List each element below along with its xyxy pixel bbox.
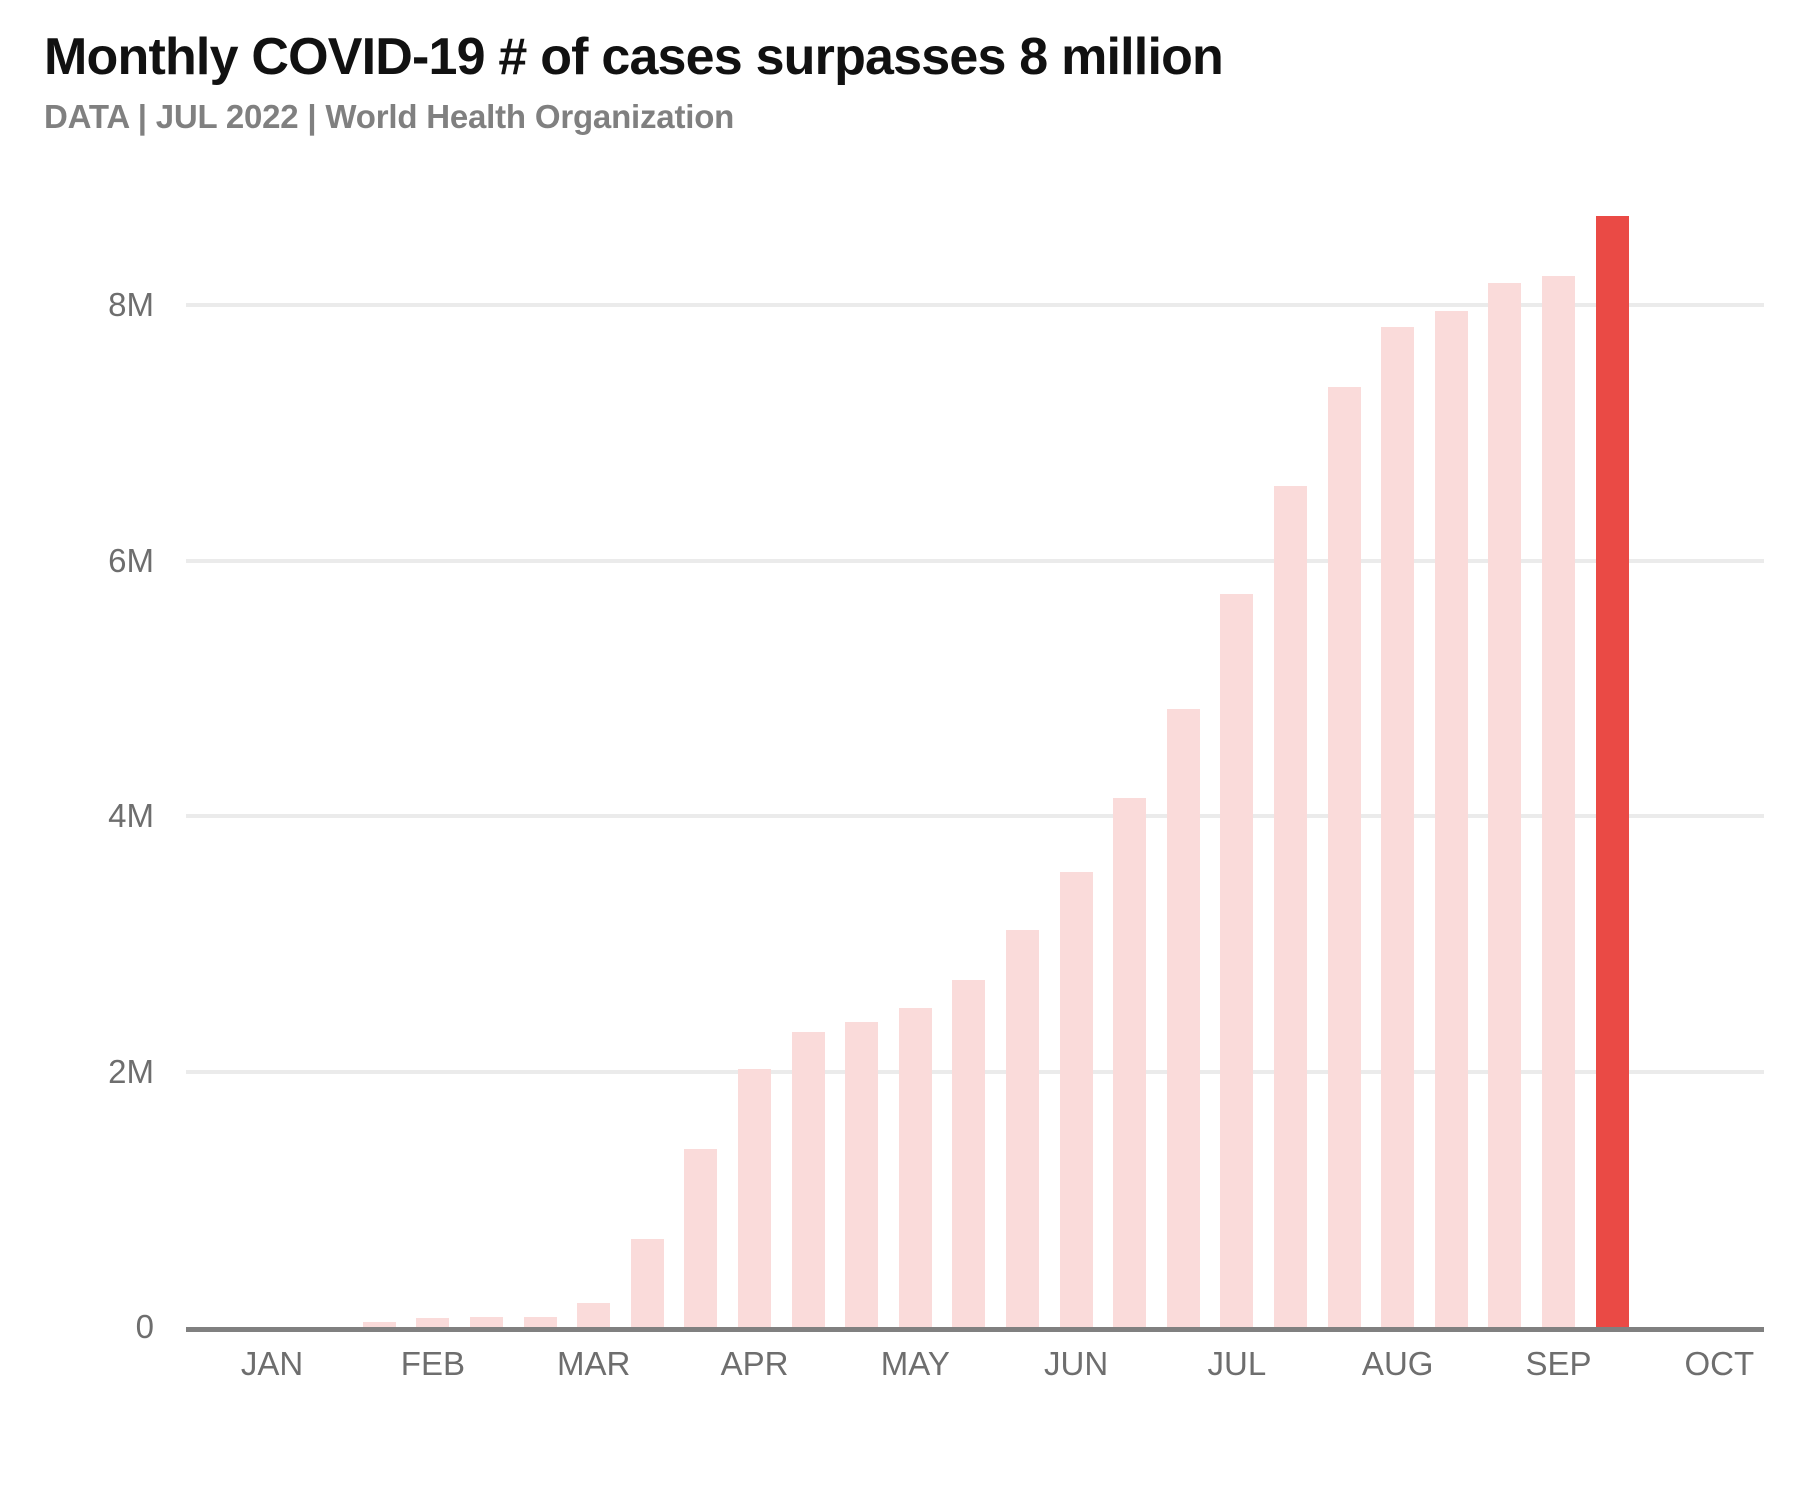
bar[interactable] [1327,386,1361,1327]
bar[interactable] [1274,486,1307,1327]
gridline [186,558,1764,563]
bar[interactable] [1381,326,1415,1327]
bar[interactable] [1220,593,1254,1327]
bar[interactable] [1542,275,1575,1327]
bar[interactable] [630,1238,664,1327]
bar[interactable] [1166,708,1200,1327]
chart-subtitle: DATA | JUL 2022 | World Health Organizat… [44,98,735,136]
x-axis-tick-label: AUG [1361,1345,1434,1382]
bar[interactable] [1059,872,1093,1327]
x-axis-tick-label: SEP [1525,1345,1592,1382]
chart-header: Monthly COVID-19 # of cases surpasses 8 … [44,28,1744,136]
bar[interactable] [684,1149,718,1327]
bar[interactable] [738,1068,771,1327]
bar[interactable] [952,979,986,1327]
bar[interactable] [1006,929,1039,1327]
x-axis-tick-label: MAR [557,1345,631,1382]
gridline [186,814,1764,818]
bar[interactable] [362,1321,396,1327]
y-axis-tick-label: 0 [135,1308,154,1345]
x-axis-tick-label: FEB [400,1345,465,1382]
bar[interactable] [791,1031,825,1327]
x-axis-tick-label: MAY [880,1345,950,1382]
bar[interactable] [1113,798,1147,1327]
bar[interactable] [577,1302,611,1327]
y-axis-tick-label: 8M [108,286,154,323]
bar-highlighted[interactable] [1595,215,1629,1327]
x-axis-tick-label: OCT [1684,1345,1755,1382]
bar[interactable] [523,1316,557,1327]
bar[interactable] [1488,283,1522,1327]
y-axis-tick-label: 2M [108,1052,154,1090]
bar[interactable] [1434,311,1468,1327]
x-axis-tick-label: JUL [1207,1345,1267,1382]
x-axis-tick-label: JAN [240,1345,304,1382]
y-axis-tick-label: 6M [108,541,154,579]
gridline [186,303,1764,307]
x-axis-tick-label: JUN [1044,1345,1109,1382]
bar[interactable] [416,1318,450,1327]
bar[interactable] [470,1316,503,1327]
page-title: Monthly COVID-19 # of cases surpasses 8 … [44,28,1224,86]
bar[interactable] [845,1021,879,1327]
bar[interactable] [898,1007,932,1327]
y-axis-tick-label: 4M [108,797,154,834]
x-axis-tick-label: APR [720,1345,789,1382]
x-axis-baseline [186,1327,1764,1332]
